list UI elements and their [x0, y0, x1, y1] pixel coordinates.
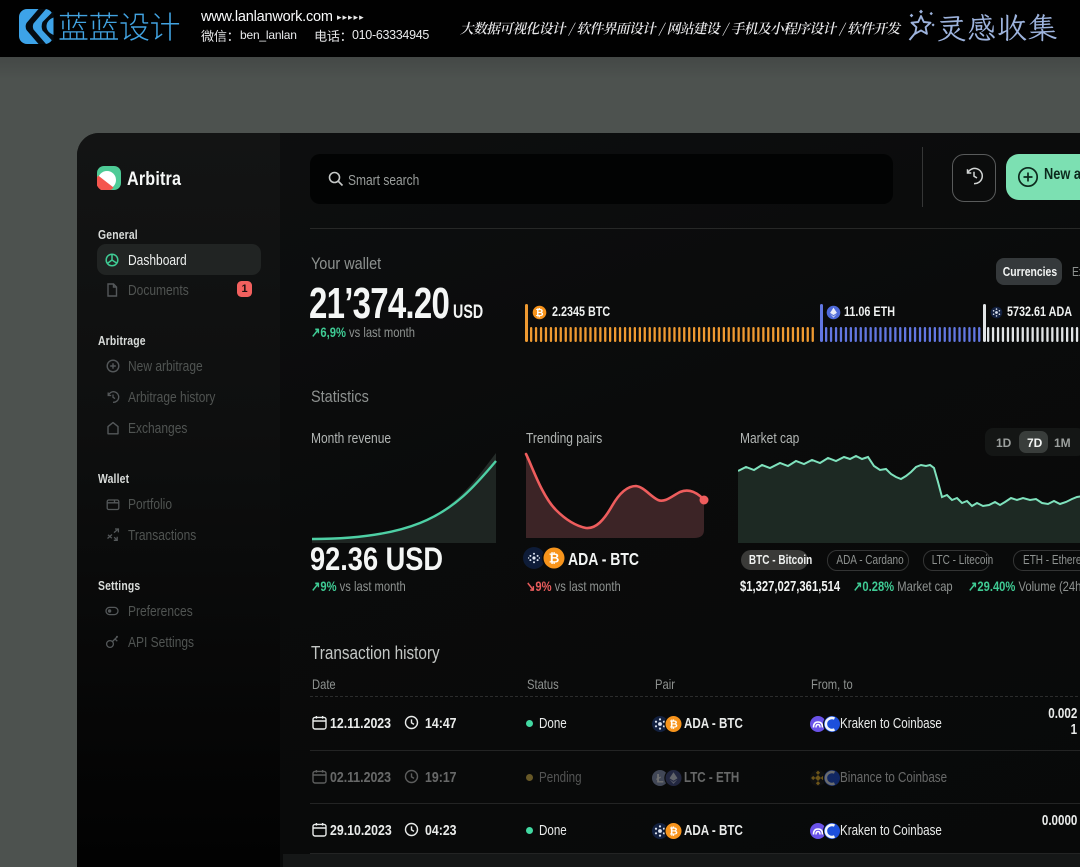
svg-text:Ł: Ł — [656, 771, 663, 785]
svg-text:₿: ₿ — [669, 719, 678, 731]
svg-text:₿: ₿ — [669, 826, 678, 838]
svg-text:₿: ₿ — [549, 551, 560, 566]
svg-text:₿: ₿ — [535, 308, 543, 319]
